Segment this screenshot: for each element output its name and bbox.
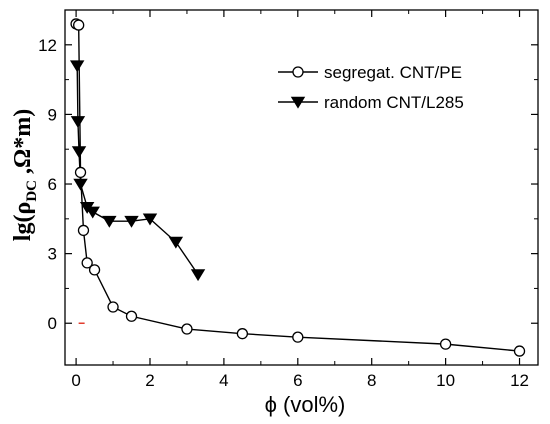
data-point-segregated-cnt-pe bbox=[439, 338, 452, 350]
data-point-random-cnt-l285 bbox=[71, 146, 87, 159]
data-point-segregated-cnt-pe bbox=[81, 257, 93, 269]
data-point-segregated-cnt-pe bbox=[74, 166, 87, 179]
data-point-segregated-cnt-pe bbox=[125, 310, 138, 322]
y-axis-label-suffix: ,Ω*m) bbox=[10, 109, 36, 180]
y-axis-label-prefix: lg(ρ bbox=[10, 202, 36, 242]
x-tick-label: 4 bbox=[219, 371, 228, 390]
data-point-random-cnt-l285 bbox=[70, 116, 86, 128]
data-point-segregated-cnt-pe bbox=[181, 323, 193, 335]
x-tick-label: 0 bbox=[71, 371, 80, 390]
data-point-segregated-cnt-pe bbox=[107, 301, 119, 313]
plot-frame bbox=[64, 9, 539, 366]
legend-label-segregated-cnt-pe: segregat. CNT/PE bbox=[324, 63, 462, 82]
data-point-random-cnt-l285 bbox=[102, 215, 117, 228]
y-tick-label: 3 bbox=[48, 245, 57, 264]
x-tick-label: 10 bbox=[436, 371, 455, 390]
legend-marker-random-cnt-l285 bbox=[290, 96, 306, 109]
data-point-segregated-cnt-pe bbox=[73, 19, 85, 31]
x-tick-label: 8 bbox=[367, 371, 376, 390]
y-tick-label: 0 bbox=[48, 314, 57, 333]
legend-label-random-cnt-l285: random CNT/L285 bbox=[324, 93, 464, 112]
data-point-random-cnt-l285 bbox=[124, 215, 139, 228]
data-point-random-cnt-l285 bbox=[168, 236, 184, 249]
y-axis-label: lg(ρDC ,Ω*m) bbox=[10, 109, 40, 241]
x-tick-label: 12 bbox=[510, 371, 529, 390]
y-tick-label: 12 bbox=[38, 36, 57, 55]
x-tick-label: 2 bbox=[145, 371, 154, 390]
y-tick-label: 6 bbox=[48, 175, 57, 194]
data-point-random-cnt-l285 bbox=[142, 213, 158, 226]
data-point-random-cnt-l285 bbox=[73, 178, 88, 191]
data-point-segregated-cnt-pe bbox=[77, 224, 90, 237]
data-point-random-cnt-l285 bbox=[69, 60, 85, 73]
y-axis-label-subscript: DC bbox=[24, 180, 40, 202]
data-point-segregated-cnt-pe bbox=[513, 345, 526, 357]
data-point-random-cnt-l285 bbox=[190, 269, 206, 282]
data-point-random-cnt-l285 bbox=[85, 206, 100, 219]
legend-marker-segregated-cnt-pe bbox=[292, 66, 304, 78]
x-tick-label: 6 bbox=[293, 371, 302, 390]
y-tick-label: 9 bbox=[48, 105, 57, 124]
data-point-segregated-cnt-pe bbox=[88, 264, 101, 276]
series-line-random-cnt-l285 bbox=[76, 65, 199, 275]
data-point-segregated-cnt-pe bbox=[236, 328, 249, 340]
x-axis-label: ϕ (vol%) bbox=[265, 392, 346, 417]
data-point-segregated-cnt-pe bbox=[292, 331, 304, 343]
